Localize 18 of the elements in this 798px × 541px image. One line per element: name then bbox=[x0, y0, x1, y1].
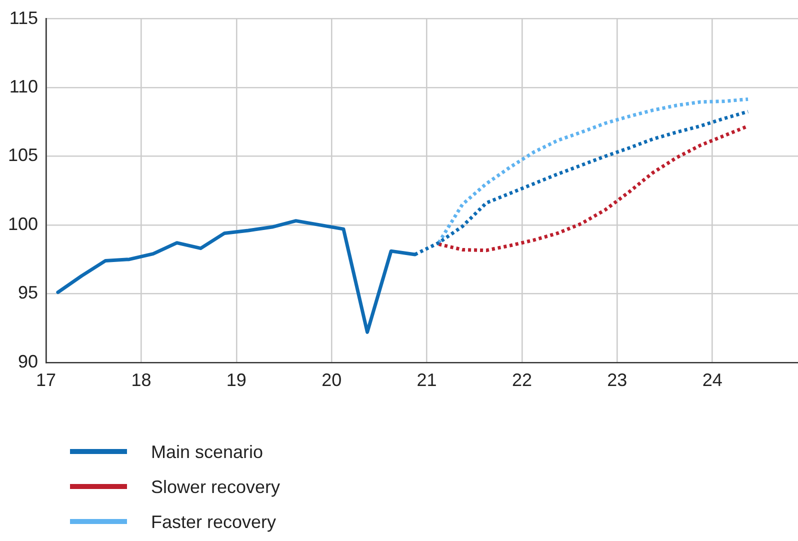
x-tick-label: 17 bbox=[36, 370, 56, 390]
y-tick-label: 115 bbox=[9, 8, 38, 28]
legend-label: Main scenario bbox=[151, 440, 264, 462]
y-tick-label: 95 bbox=[18, 282, 38, 303]
x-tick-label: 20 bbox=[322, 370, 342, 390]
line-series bbox=[436, 97, 750, 245]
x-tick-label: 19 bbox=[226, 370, 246, 390]
legend-label: Slower recovery bbox=[151, 476, 280, 498]
y-tick-label: 100 bbox=[8, 214, 38, 234]
y-tick-label: 110 bbox=[9, 76, 38, 96]
y-tick-label: 90 bbox=[18, 351, 38, 372]
x-tick-label: 23 bbox=[607, 370, 628, 390]
y-tick-label: 105 bbox=[8, 145, 38, 166]
x-tick-label: 18 bbox=[131, 370, 152, 390]
legend-label: Faster recovery bbox=[151, 510, 276, 532]
x-tick-label: 24 bbox=[702, 370, 722, 390]
x-tick-label: 21 bbox=[416, 370, 437, 390]
x-tick-label: 22 bbox=[512, 370, 532, 390]
